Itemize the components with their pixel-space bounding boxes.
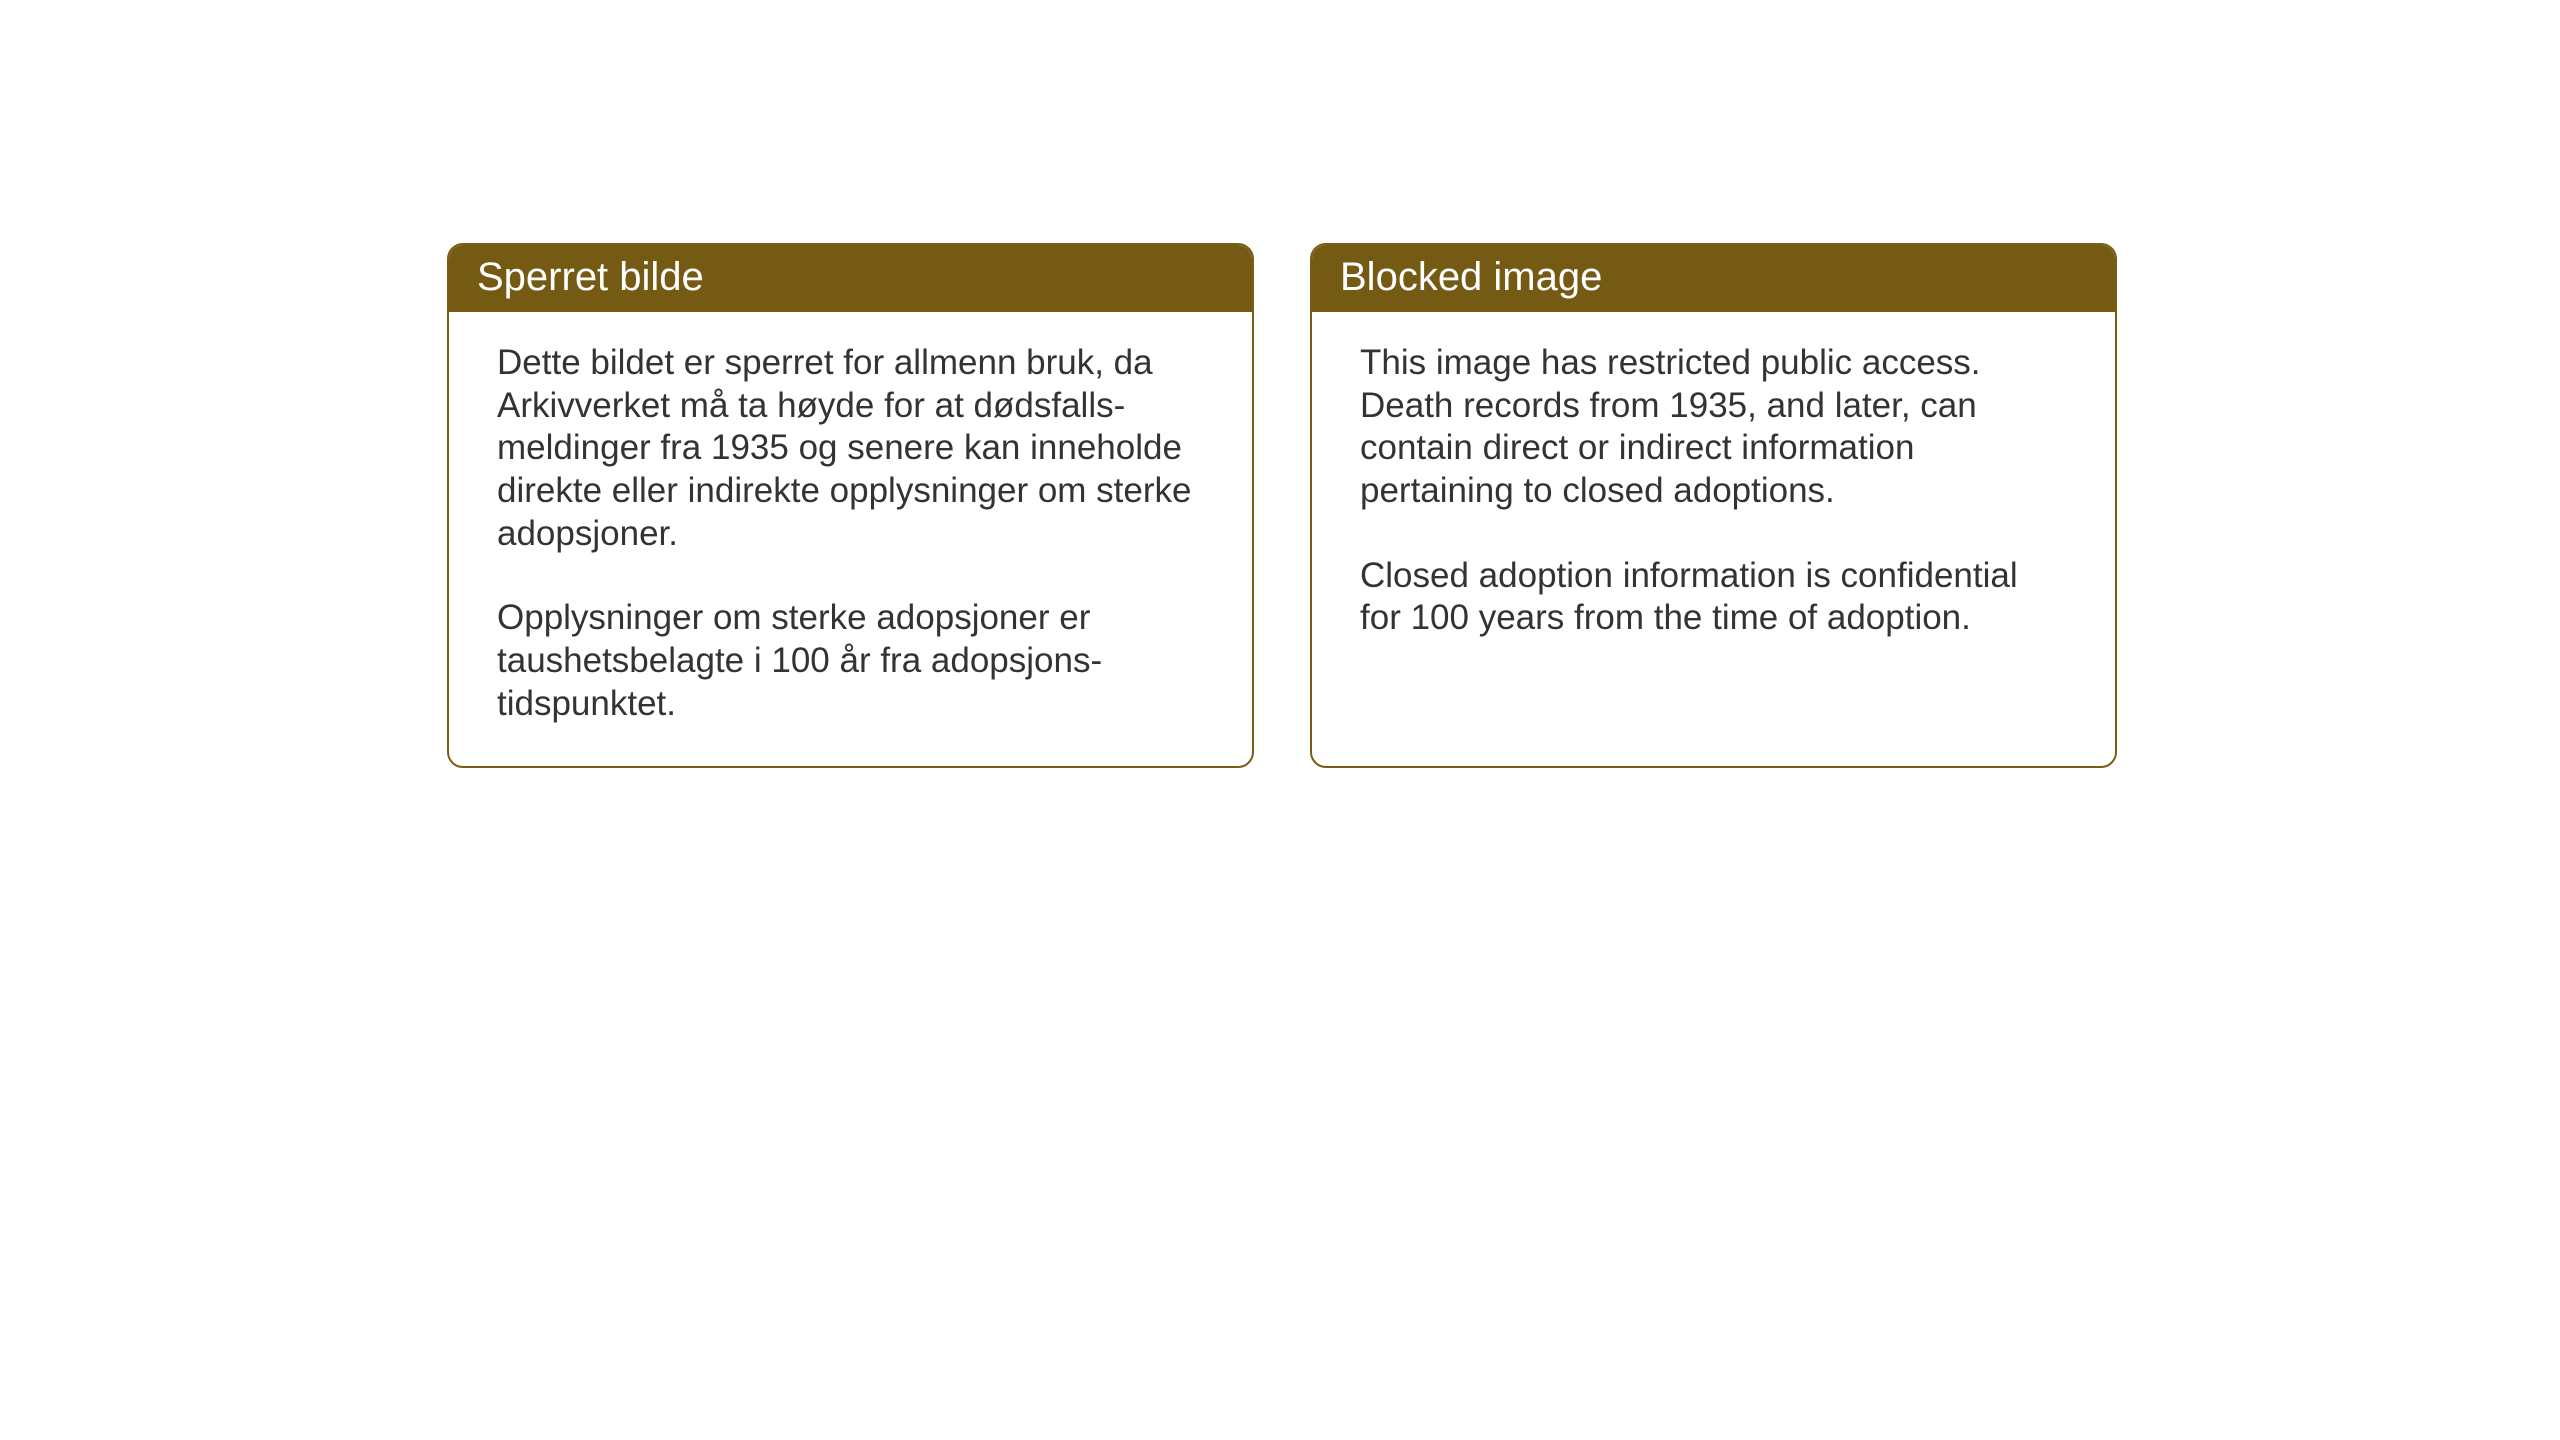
card-body: Dette bildet er sperret for allmenn bruk… xyxy=(449,312,1252,766)
notice-card-english: Blocked image This image has restricted … xyxy=(1310,243,2117,768)
notice-container: Sperret bilde Dette bildet er sperret fo… xyxy=(447,243,2117,768)
card-header: Sperret bilde xyxy=(449,245,1252,312)
card-header: Blocked image xyxy=(1312,245,2115,312)
notice-paragraph: This image has restricted public access.… xyxy=(1360,342,2067,513)
notice-card-norwegian: Sperret bilde Dette bildet er sperret fo… xyxy=(447,243,1254,768)
card-body: This image has restricted public access.… xyxy=(1312,312,2115,766)
notice-paragraph: Opplysninger om sterke adopsjoner er tau… xyxy=(497,597,1204,725)
notice-paragraph: Dette bildet er sperret for allmenn bruk… xyxy=(497,342,1204,555)
notice-paragraph: Closed adoption information is confident… xyxy=(1360,555,2067,640)
card-title: Blocked image xyxy=(1340,255,1602,299)
card-title: Sperret bilde xyxy=(477,255,704,299)
